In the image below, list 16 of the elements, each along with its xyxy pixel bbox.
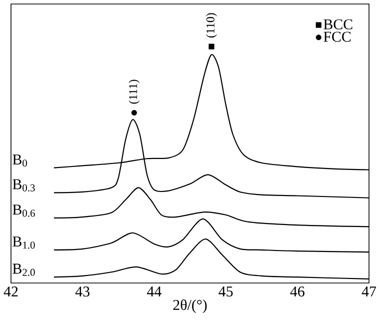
x-tick-label: 42 [4,286,18,296]
series-label: B$_{1.0}$ [12,236,35,249]
series-label: B$_{0.3}$ [12,179,35,192]
legend-label: FCC [324,32,351,42]
annotation: (110) [206,13,217,38]
legend-label: BCC [324,19,352,30]
series-label: B$_{2.0}$ [12,264,35,276]
series-label: B$_{0}$ [12,154,27,167]
x-axis-title: 2θ/(°) [173,299,207,314]
series-label: B$_{0.6}$ [12,204,35,217]
x-tick-label: 44 [147,286,162,296]
x-tick-label: 43 [75,286,90,297]
x-tick-label: 45 [218,286,233,296]
x-tick-label: 46 [290,286,304,297]
annotation: (111) [128,80,140,104]
x-tick-label: 47 [362,286,376,296]
